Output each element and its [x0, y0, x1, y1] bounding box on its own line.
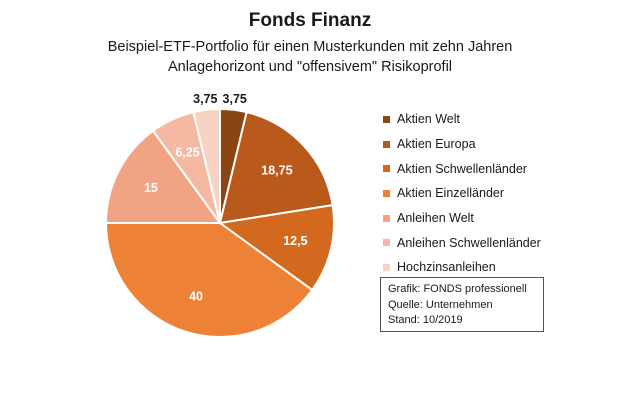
legend-label: Hochzinsanleihen [397, 260, 496, 275]
pie-slice-hochzinsanleihen [192, 107, 221, 224]
legend-swatch [383, 165, 390, 173]
pie-label-aktien-europa: 18,75 [261, 163, 292, 177]
source-box: Grafik: FONDS professionell Quelle: Unte… [380, 277, 544, 332]
pie-slice-aktien-einzellaender [104, 222, 314, 338]
pie-slice-aktien-europa [218, 110, 334, 225]
source-stand: Stand: 10/2019 [388, 314, 463, 326]
legend-item-anleihen-welt: Anleihen Welt [383, 206, 541, 231]
pie-label-aktien-einzellaender: 40 [189, 290, 203, 304]
chart-title: Fonds Finanz [248, 10, 372, 31]
legend-label: Anleihen Schwellenländer [397, 235, 541, 250]
source-grafik: Grafik: FONDS professionell [388, 283, 527, 295]
legend-item-aktien-einzellaender: Aktien Einzelländer [383, 181, 541, 206]
legend-item-anleihen-schwellenlaender: Anleihen Schwellenländer [383, 230, 541, 255]
source-quelle: Quelle: Unternehmen [388, 298, 493, 311]
legend-swatch [383, 263, 390, 271]
legend-item-aktien-europa: Aktien Europa [383, 132, 541, 157]
pie-label-anleihen-schwellenlaender: 6,25 [175, 146, 199, 160]
legend-label: Aktien Welt [397, 112, 460, 127]
pie-slice-aktien-schwellenlaender [217, 204, 335, 292]
subtitle-line-2: Anlagehorizont und "offensivem" Risikopr… [167, 59, 453, 75]
legend-item-aktien-schwellenlaender: Aktien Schwellenländer [383, 156, 541, 181]
subtitle-line-1: Beispiel-ETF-Portfolio für einen Musterk… [107, 39, 513, 55]
pie-label-anleihen-welt: 15 [144, 181, 158, 195]
legend-item-hochzinsanleihen: Hochzinsanleihen [383, 255, 541, 280]
legend-item-aktien-welt: Aktien Welt [383, 107, 541, 132]
legend-label: Aktien Schwellenländer [397, 161, 527, 176]
legend-swatch [383, 115, 390, 123]
pie-label-aktien-schwellenlaender: 12,5 [283, 234, 307, 248]
pie-slice-anleihen-welt [104, 129, 222, 224]
legend-swatch [383, 140, 390, 148]
pie-label-hochzinsanleihen: 3,75 [193, 92, 217, 106]
pie-label-aktien-welt: 3,75 [223, 92, 247, 106]
legend-swatch [383, 189, 390, 197]
legend-label: Aktien Einzelländer [397, 186, 505, 201]
legend: Aktien Welt Aktien Europa Aktien Schwell… [383, 107, 541, 280]
legend-label: Aktien Europa [397, 137, 476, 152]
chart-subtitle: Beispiel-ETF-Portfolio für einen Musterk… [30, 37, 590, 77]
legend-swatch [383, 239, 390, 247]
legend-swatch [383, 214, 390, 222]
legend-label: Anleihen Welt [397, 211, 474, 226]
